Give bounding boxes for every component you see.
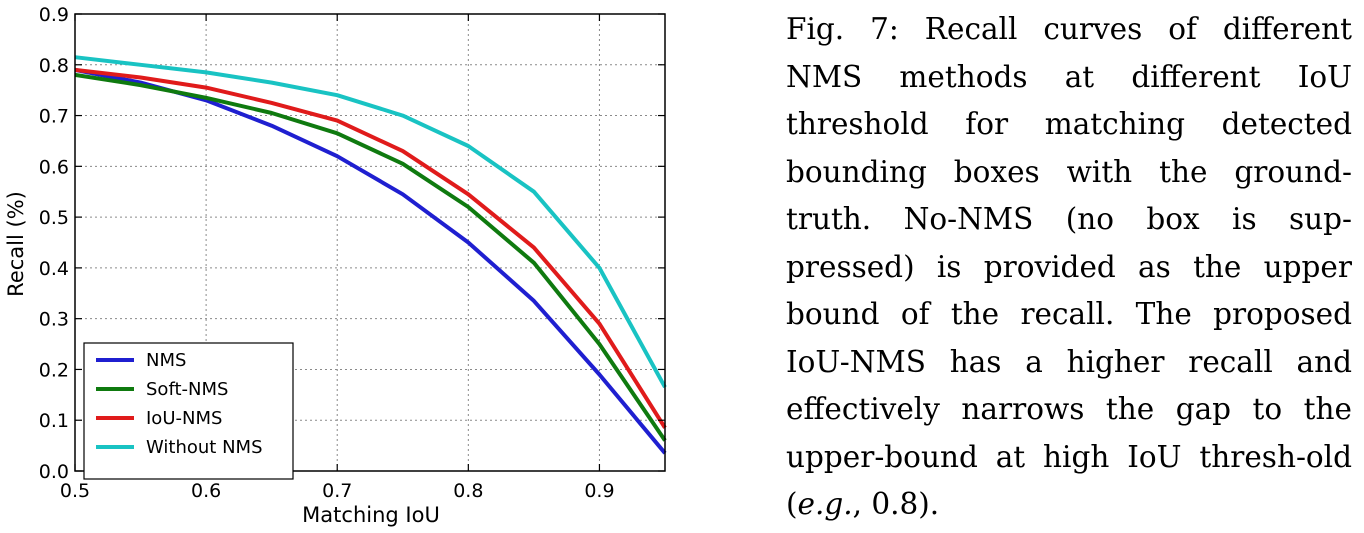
legend-label: IoU-NMS xyxy=(146,408,222,429)
y-tick-label: 0.1 xyxy=(39,410,69,432)
x-tick-label: 0.8 xyxy=(453,480,483,502)
y-tick-label: 0.4 xyxy=(39,258,69,280)
x-tick-label: 0.7 xyxy=(322,480,352,502)
x-tick-label: 0.5 xyxy=(60,480,90,502)
x-axis-label: Matching IoU xyxy=(302,503,440,527)
x-tick-label: 0.9 xyxy=(584,480,614,502)
y-tick-label: 0.2 xyxy=(39,359,69,381)
x-tick-label: 0.6 xyxy=(191,480,221,502)
legend-label: Soft-NMS xyxy=(146,379,228,400)
y-tick-label: 0.8 xyxy=(39,55,69,77)
chart-grid xyxy=(75,14,665,471)
caption-label: Fig. 7: xyxy=(786,12,899,46)
caption-text-1: Recall curves of different NMS methods a… xyxy=(786,12,1352,521)
legend-box xyxy=(83,342,294,480)
caption-eg: e.g. xyxy=(797,487,853,521)
y-tick-label: 0.3 xyxy=(39,309,69,331)
series-line-iou-nms xyxy=(74,67,667,429)
plot-frame xyxy=(74,13,666,472)
chart-ticks: 0.5 0.6 0.7 0.8 0.9 0.0 0.1 0.2 0.3 0.4 0.5 0.6 0.7 0… xyxy=(39,4,665,502)
y-tick-label: 0.0 xyxy=(39,461,69,483)
legend-label: Without NMS xyxy=(146,437,263,458)
chart-legend: NMS Soft-NMS IoU-NMS Without NMS xyxy=(83,342,294,480)
series-line-soft-nms xyxy=(74,72,667,442)
legend-label: NMS xyxy=(146,350,186,371)
y-axis-label: Recall (%) xyxy=(4,191,28,297)
y-tick-label: 0.6 xyxy=(39,156,69,178)
series-line-without-nms xyxy=(74,55,667,389)
y-tick-label: 0.7 xyxy=(39,106,69,128)
figure-caption: Fig. 7: Recall curves of different NMS m… xyxy=(786,6,1352,529)
y-tick-label: 0.9 xyxy=(39,4,69,26)
y-tick-label: 0.5 xyxy=(39,207,69,229)
caption-text-2: , 0.8). xyxy=(852,487,940,521)
recall-chart: 0.5 0.6 0.7 0.8 0.9 0.0 0.1 0.2 0.3 0.4 0.5 0.6 0.7 0… xyxy=(4,4,667,527)
chart-series xyxy=(74,55,667,455)
